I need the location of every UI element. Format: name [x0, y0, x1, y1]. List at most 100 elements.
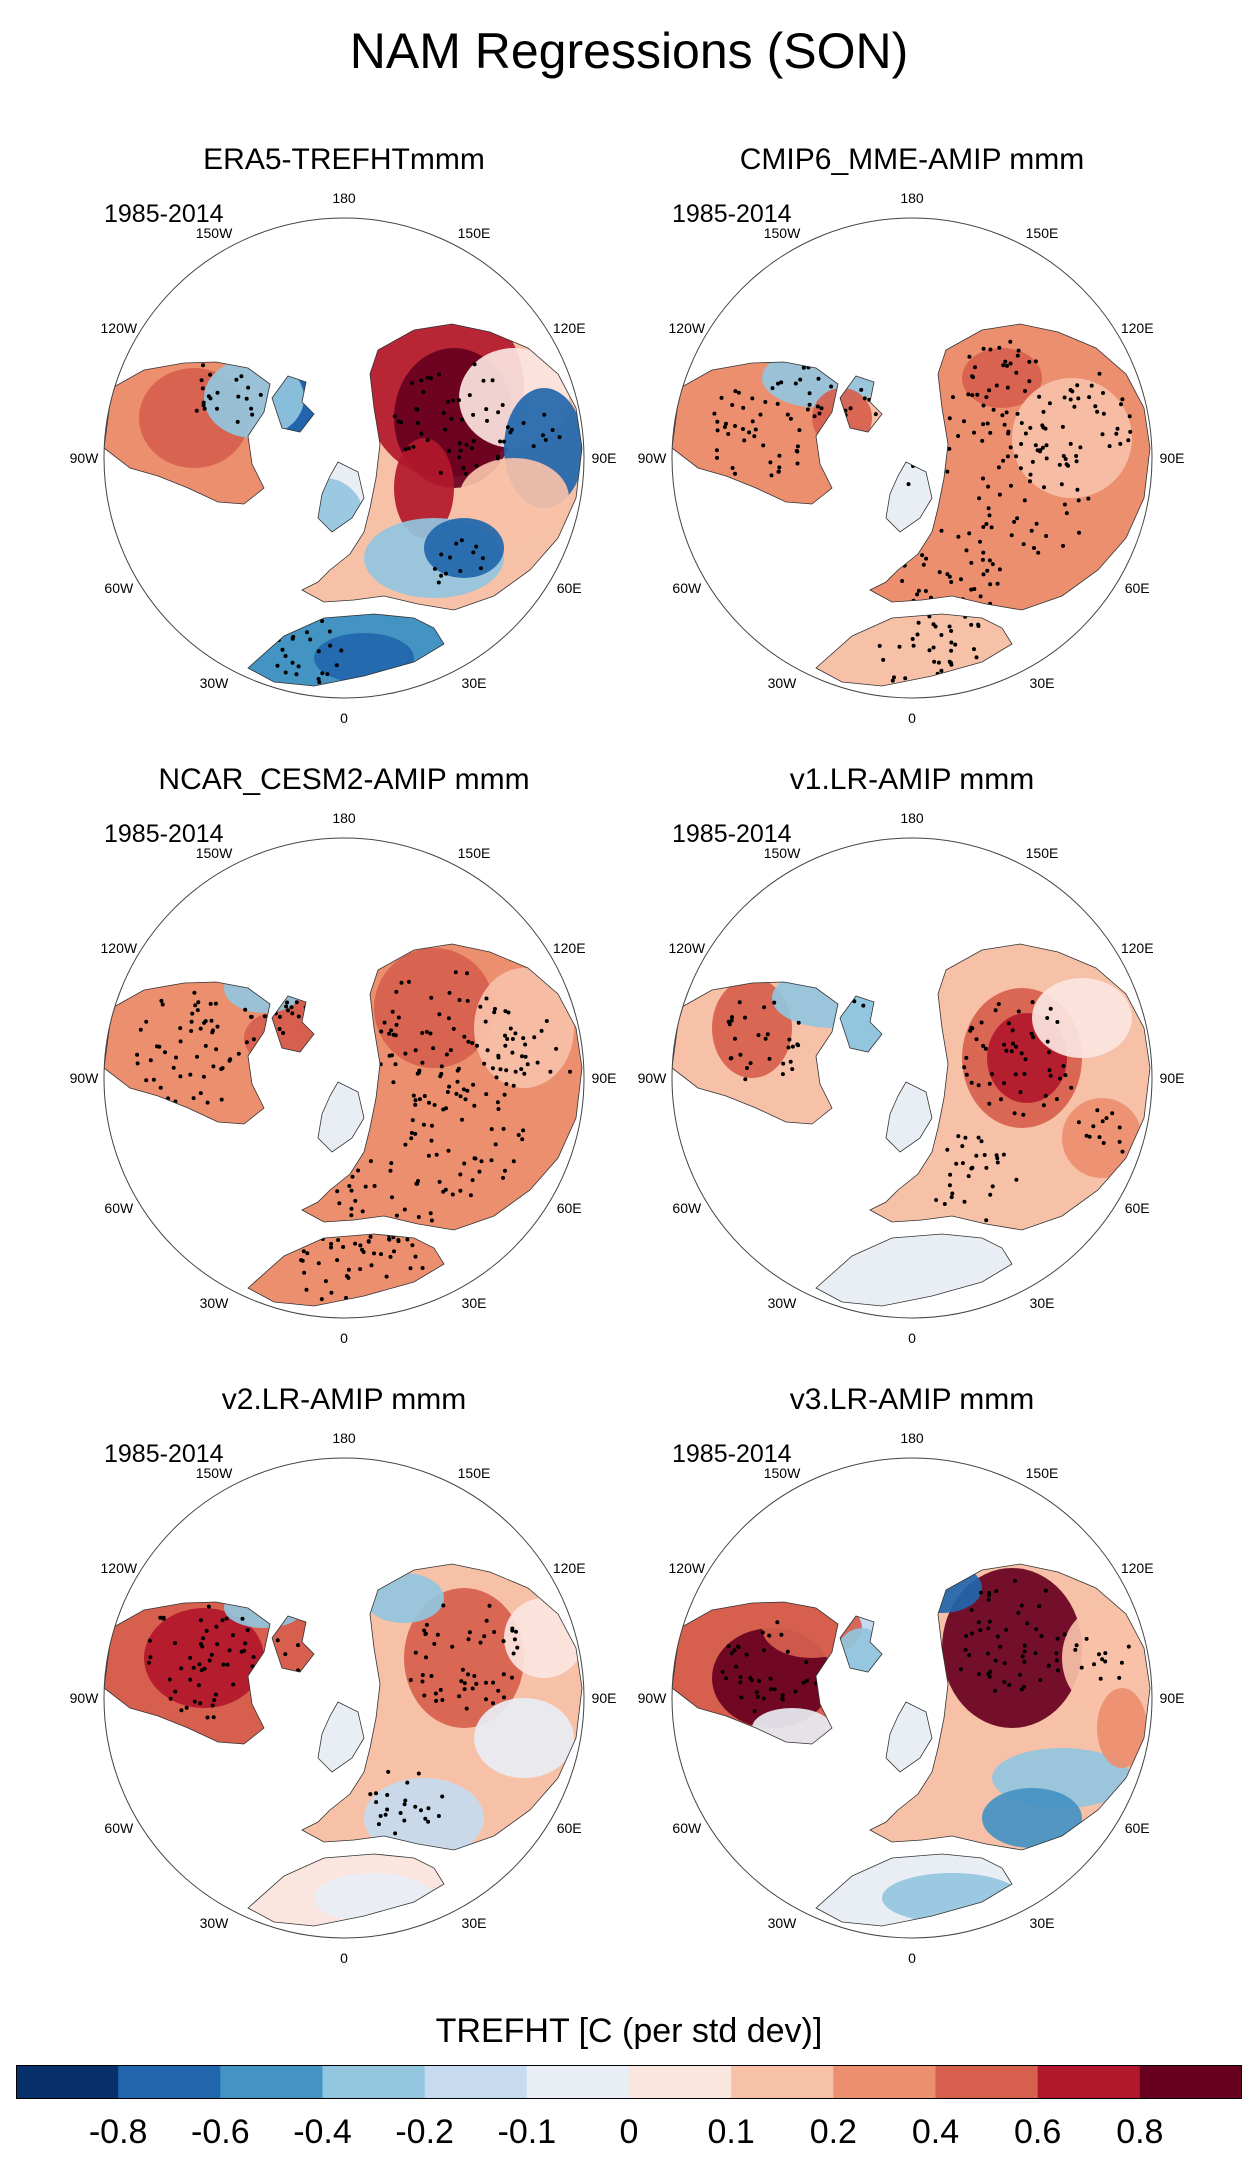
coastline-na — [104, 361, 271, 505]
colorbar-label: 0.6 — [1014, 2113, 1062, 2151]
lon-label: 30E — [462, 675, 487, 691]
lon-label: 60E — [557, 1200, 582, 1216]
lon-label: 180 — [332, 190, 356, 206]
lon-label: 120W — [101, 1560, 138, 1576]
coastline-afr — [247, 613, 445, 687]
panel-title-2: CMIP6_MME-AMIP mmm — [739, 143, 1085, 176]
anomaly-blob — [474, 1698, 574, 1778]
coastline-afr — [815, 1853, 1013, 1927]
main-title: NAM Regressions (SON) — [349, 23, 909, 79]
lon-label: 90E — [1160, 450, 1185, 466]
colorbar-swatch — [220, 2065, 323, 2099]
colorbar-label: 0.4 — [911, 2113, 960, 2151]
coastline-na — [672, 1601, 839, 1745]
lon-label: 150E — [1026, 225, 1059, 241]
panel-title-5: v2.LR-AMIP mmm — [221, 1383, 467, 1416]
lon-label: 120W — [669, 940, 706, 956]
colorbar-label: -0.8 — [88, 2113, 148, 2151]
anomaly-blob — [1032, 978, 1132, 1058]
lon-label: 60E — [1125, 580, 1150, 596]
lon-label: 120W — [101, 940, 138, 956]
lon-label: 180 — [900, 190, 924, 206]
lon-label: 90W — [638, 1690, 668, 1706]
lon-label: 60W — [104, 1200, 134, 1216]
lon-label: 60E — [557, 580, 582, 596]
colorbar — [16, 2065, 1242, 2099]
land-afr — [816, 614, 1012, 686]
lon-label: 30E — [1030, 675, 1055, 691]
anomaly-blob — [982, 1788, 1082, 1848]
lon-label: 90E — [592, 450, 617, 466]
lon-label: 150W — [764, 1465, 801, 1481]
lon-label: 30E — [1030, 1295, 1055, 1311]
colorbar-label: -0.2 — [395, 2113, 454, 2151]
lon-label: 30W — [200, 675, 230, 691]
colorbar-swatch — [833, 2065, 936, 2099]
colorbar-swatch — [118, 2065, 221, 2099]
polar-map-6: 180 150E 120E 90E 60E 30E 0 30W 60W 90W 120W 150W — [638, 1430, 1185, 1966]
lon-label: 60E — [1125, 1200, 1150, 1216]
coastline-na — [672, 981, 839, 1125]
lon-label: 60W — [104, 580, 134, 596]
anomaly-blob — [712, 978, 792, 1078]
anomaly-blob — [1062, 1098, 1142, 1178]
panel-title-1: ERA5-TREFHTmmm — [203, 143, 485, 176]
lon-label: 60W — [104, 1820, 134, 1836]
lon-label: 90W — [70, 450, 100, 466]
coastline-na — [672, 361, 839, 505]
land-grn — [886, 1082, 932, 1152]
lon-label: 150W — [764, 225, 801, 241]
panel-title-3: NCAR_CESM2-AMIP mmm — [158, 763, 530, 796]
colorbar-label: -0.1 — [497, 2113, 557, 2151]
anomaly-blob — [942, 1568, 1082, 1728]
land-na — [104, 982, 270, 1124]
coastline-grn — [317, 1081, 365, 1153]
lon-label: 0 — [908, 710, 916, 726]
coastline-eura — [301, 1563, 583, 1851]
coastline-grn — [317, 1701, 365, 1773]
map-border — [671, 217, 1153, 699]
coastline-afr — [815, 1233, 1013, 1307]
lon-label: 0 — [340, 710, 348, 726]
lon-label: 30W — [200, 1915, 230, 1931]
period-label-3: 1985-2014 — [104, 820, 224, 848]
polar-map-2: 180 150E 120E 90E 60E 30E 0 30W 60W 90W 120W 150W — [638, 190, 1185, 726]
lon-label: 0 — [908, 1330, 916, 1346]
coastline-arch — [839, 995, 883, 1053]
lon-label: 150E — [1026, 1465, 1059, 1481]
lon-label: 30W — [768, 1915, 798, 1931]
colorbar-swatch — [935, 2065, 1039, 2099]
colorbar-label: 0.8 — [1116, 2113, 1164, 2151]
significance-stipple — [720, 1578, 1131, 1714]
lon-label: 90E — [592, 1070, 617, 1086]
map-border — [671, 837, 1153, 1319]
coastline-grn — [317, 461, 365, 533]
lon-label: 180 — [332, 1430, 356, 1446]
land-arch — [272, 1616, 314, 1672]
map-border — [103, 217, 585, 699]
lon-label: 30W — [768, 675, 798, 691]
colorbar-title: TREFHT [C (per std dev)] — [435, 2012, 823, 2050]
lon-label: 30E — [462, 1915, 487, 1931]
coastline-eura — [869, 1563, 1151, 1851]
coastline-grn — [885, 1701, 933, 1773]
coastline-arch — [271, 995, 315, 1053]
lon-label: 60E — [1125, 1820, 1150, 1836]
coastline-arch — [271, 1615, 315, 1673]
coastline-afr — [815, 613, 1013, 687]
polar-map-3: 180 150E 120E 90E 60E 30E 0 30W 60W 90W 120W 150W — [70, 810, 617, 1346]
coastline-na — [104, 1601, 271, 1745]
lon-label: 90W — [638, 450, 668, 466]
lon-label: 90W — [70, 1070, 100, 1086]
lon-label: 60E — [557, 1820, 582, 1836]
map-border — [103, 837, 585, 1319]
anomaly-blob — [1012, 538, 1092, 598]
period-label-1: 1985-2014 — [104, 200, 224, 228]
anomaly-blob — [1097, 1688, 1147, 1768]
coastline-afr — [247, 1233, 445, 1307]
land-grn — [886, 1702, 932, 1772]
anomaly-blob — [424, 518, 504, 578]
lon-label: 180 — [900, 1430, 924, 1446]
colorbar-swatch — [1037, 2065, 1141, 2099]
lon-label: 120W — [101, 320, 138, 336]
